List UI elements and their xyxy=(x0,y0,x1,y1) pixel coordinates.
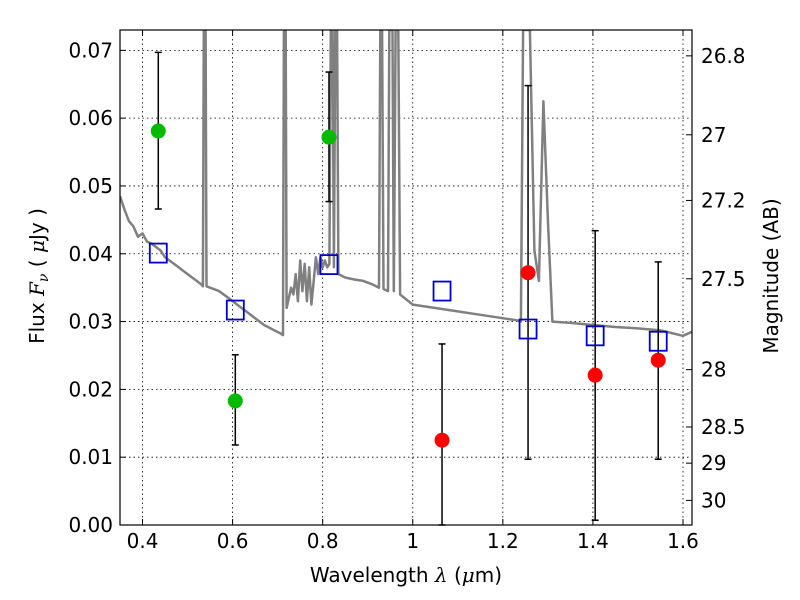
model-square-point xyxy=(432,280,452,302)
model-square-point xyxy=(518,318,538,340)
y-tick-label: 0.02 xyxy=(68,377,113,401)
model-square-point xyxy=(148,242,168,264)
y-tick-label: 0.04 xyxy=(68,242,113,266)
model-square-point xyxy=(648,330,668,352)
axis-ticks: 0.4 0.6 0.8 1 1.2 1.4 1.6 0.00 0.01 0.02 0.03 0.04 0… xyxy=(68,30,746,553)
x-axis-label: Wavelength λ (μm) xyxy=(310,563,502,587)
y-tick-label: 0.07 xyxy=(68,38,113,62)
y-tick-label: 0.05 xyxy=(68,174,113,198)
x-tick-label: 1 xyxy=(406,529,419,553)
low-snr-point xyxy=(520,265,536,281)
low-snr-point xyxy=(434,432,450,448)
errorbar-layer xyxy=(154,51,662,526)
y2-tick-label: 28.5 xyxy=(701,415,746,439)
x-tick-label: 0.8 xyxy=(307,529,339,553)
y-tick-label: 0.06 xyxy=(68,106,113,130)
grid-lines xyxy=(120,30,692,525)
plot-frame xyxy=(119,29,693,526)
low-snr-point xyxy=(650,352,666,368)
model-square-point xyxy=(225,299,245,321)
y2-tick-label: 27.2 xyxy=(701,188,746,212)
y-tick-label: 0.00 xyxy=(68,513,113,537)
low-snr-point xyxy=(587,367,603,383)
y2-tick-label: 29 xyxy=(701,451,726,475)
y-tick-label: 0.01 xyxy=(68,445,113,469)
sed-line xyxy=(120,30,692,338)
detection-point xyxy=(321,129,337,145)
y2-tick-label: 26.8 xyxy=(701,44,746,68)
detection-point xyxy=(227,393,243,409)
detection-point xyxy=(150,123,166,139)
y2-tick-label: 27.5 xyxy=(701,267,746,291)
x-tick-label: 0.4 xyxy=(127,529,159,553)
y2-axis-label: Magnitude (AB) xyxy=(759,198,783,353)
x-tick-label: 0.6 xyxy=(217,529,249,553)
model-square-point xyxy=(319,254,339,276)
sed-layer xyxy=(120,30,692,338)
x-tick-label: 1.6 xyxy=(667,529,699,553)
y2-tick-label: 28 xyxy=(701,358,726,382)
x-tick-label: 1.4 xyxy=(577,529,609,553)
y2-tick-label: 27 xyxy=(701,123,726,147)
model-square-point xyxy=(585,325,605,347)
x-tick-label: 1.2 xyxy=(487,529,519,553)
y-axis-label: Flux Fν ( μJy ) xyxy=(25,208,52,344)
marker-layer xyxy=(148,123,668,448)
y2-tick-label: 30 xyxy=(701,488,726,512)
y-tick-label: 0.03 xyxy=(68,310,113,334)
